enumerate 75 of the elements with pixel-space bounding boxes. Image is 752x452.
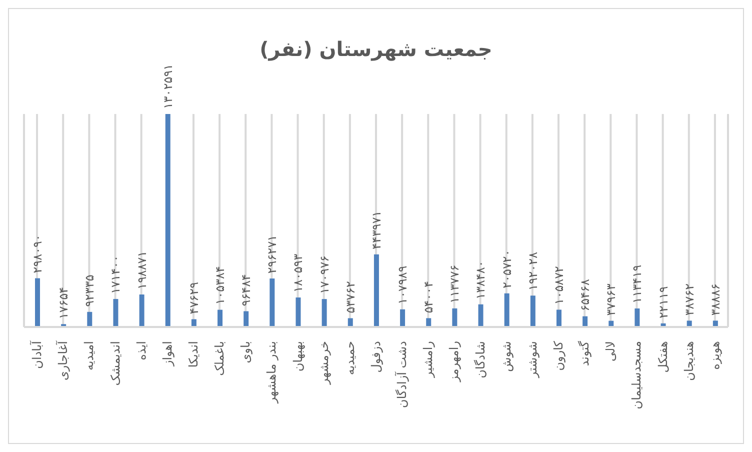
data-label: ۲۹۶۲۷۱ (265, 234, 280, 274)
x-tick-label: آبادان (29, 340, 44, 369)
data-label: ۹۶۴۸۴ (239, 274, 254, 306)
data-label: ۱۰۷۹۸۹ (396, 266, 410, 304)
data-label: ۳۸۷۶۲ (682, 283, 696, 316)
data-label: ۲۹۸۰۹۰ (30, 234, 44, 274)
data-label: ۴۴۳۹۷۱ (369, 210, 384, 250)
x-tick-label: اندیکا (186, 341, 200, 368)
x-tick-label: کارون (552, 340, 566, 371)
bar (634, 308, 640, 327)
data-label: ۹۲۳۳۵ (82, 274, 97, 307)
data-label: ۱۹۲۰۲۸ (526, 251, 540, 291)
data-label: ۱۹۸۸۷۱ (134, 250, 149, 290)
data-label: ۵۴۰۰۴ (422, 280, 436, 314)
x-tick-label: آغاجاری (55, 340, 70, 381)
bar (139, 294, 144, 327)
data-label: ۱۸۰۵۹۳ (291, 253, 306, 292)
x-tick-label: دشت آزادگان (394, 341, 410, 408)
data-label: ۴۷۶۲۹ (186, 282, 201, 314)
bar (452, 308, 458, 327)
data-label: ۱۱۳۴۱۹ (630, 264, 644, 304)
bar (218, 310, 223, 327)
bar (478, 304, 484, 327)
bar (426, 318, 432, 327)
bar (504, 293, 510, 327)
data-label: ۱۷۰۹۷۶ (317, 255, 332, 294)
bar (530, 296, 536, 327)
bar (556, 310, 562, 327)
bar (374, 254, 379, 327)
x-tick-label: هویزه (708, 341, 722, 370)
data-label: ۳۷۹۶۳ (604, 283, 618, 316)
x-tick-label: لالی (604, 341, 618, 362)
bar (191, 319, 196, 327)
x-tick-label: دزفول (369, 341, 383, 373)
data-label: ۱۳۸۴۸۰ (474, 260, 488, 300)
data-label: ۲۰۵۷۲۰ (500, 250, 514, 288)
data-label: ۱۳۰۲۵۹۱ (160, 64, 175, 109)
x-tick-label: رامشیر (421, 340, 436, 379)
bar (244, 311, 249, 327)
bar (348, 318, 353, 327)
x-tick-label: باوی (238, 341, 253, 364)
x-tick-label: اهواز (160, 341, 174, 367)
data-label: ۶۵۴۶۸ (578, 278, 592, 312)
x-tick-label: شادگان (473, 341, 488, 378)
x-tick-label: هندیجان (682, 341, 696, 381)
data-label: ۱۰۵۳۸۴ (213, 266, 228, 305)
x-tick-label: بندر ماهشهر (264, 341, 279, 404)
bar (322, 299, 327, 327)
x-tick-label: مسجدسلیمان (630, 341, 644, 410)
data-label: ۱۱۳۷۷۶ (448, 264, 462, 304)
x-tick-label: بهبهان (290, 341, 305, 372)
x-tick-label: رامهرمز (447, 340, 462, 383)
x-tick-label: شوشتر (525, 341, 540, 379)
bar (400, 309, 406, 327)
data-label: ۳۸۸۸۶ (708, 283, 722, 316)
x-tick-label: ایذه (134, 341, 148, 360)
x-tick-label: هفتکل (656, 341, 670, 373)
x-tick-label: خرمشهر (316, 341, 331, 386)
x-tick-label: گتوند (578, 340, 592, 366)
bar (113, 298, 118, 327)
bar (296, 297, 301, 327)
x-tick-label: اندیمشک (108, 341, 122, 386)
bar (270, 278, 275, 327)
data-label: ۱۰۵۸۷۲ (552, 266, 566, 305)
data-label: ۲۲۱۱۹ (656, 286, 670, 318)
chart-title: جمعیت شهرستان (نفر) (260, 37, 492, 61)
bar (35, 278, 40, 327)
data-label: ۵۳۷۶۲ (343, 280, 358, 314)
data-label: ۱۷۶۵۴ (56, 286, 71, 320)
x-tick-label: شوش (499, 341, 514, 372)
data-label: ۱۷۱۴۰۰ (108, 255, 123, 294)
x-tick-label: امیدیه (82, 341, 96, 370)
x-tick-label: حمیدیه (342, 341, 357, 376)
bar (87, 312, 92, 327)
x-tick-label: باغملک (212, 341, 227, 376)
